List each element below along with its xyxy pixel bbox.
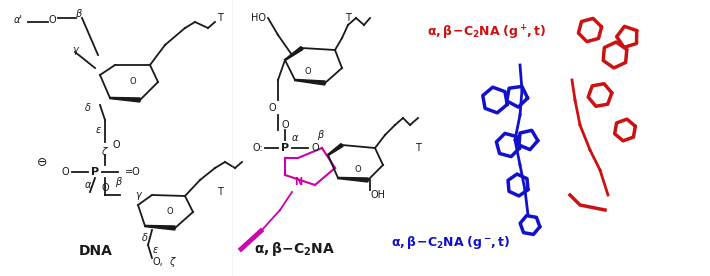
Text: T: T [217, 187, 223, 197]
Text: O: O [268, 103, 275, 113]
Text: O: O [48, 15, 56, 25]
Polygon shape [338, 177, 368, 182]
Text: O: O [167, 208, 173, 216]
Text: O: O [281, 120, 289, 130]
Text: γ: γ [135, 190, 141, 200]
Text: α: α [292, 133, 298, 143]
Text: ζ: ζ [170, 257, 175, 267]
Polygon shape [110, 97, 140, 102]
Text: O,: O, [153, 257, 163, 267]
Polygon shape [295, 79, 325, 85]
Text: ζ: ζ [102, 147, 106, 157]
Text: O:: O: [253, 143, 263, 153]
Text: $\mathbf{\alpha,\beta}$$\mathbf{-C_2NA}$: $\mathbf{\alpha,\beta}$$\mathbf{-C_2NA}$ [254, 240, 335, 258]
Text: O: O [112, 140, 120, 150]
Polygon shape [285, 47, 303, 60]
Text: O: O [355, 166, 361, 174]
Text: O: O [305, 68, 311, 76]
Text: ε: ε [153, 245, 158, 255]
Text: ⊖: ⊖ [37, 155, 48, 169]
Text: O: O [102, 183, 109, 193]
Text: =O: =O [125, 167, 141, 177]
Text: O: O [61, 167, 69, 177]
Polygon shape [328, 144, 343, 155]
Text: β: β [115, 177, 121, 187]
Text: P: P [91, 167, 99, 177]
Text: β: β [75, 9, 81, 19]
Text: δ: δ [85, 103, 91, 113]
Text: DNA: DNA [79, 244, 113, 258]
Text: O: O [311, 143, 319, 153]
Text: T: T [415, 143, 421, 153]
Text: T: T [345, 13, 351, 23]
Text: N: N [294, 177, 302, 187]
Text: HO: HO [251, 13, 266, 23]
Text: P: P [281, 143, 289, 153]
Text: $\mathbf{\alpha,\beta\!-\!C_2NA\ (g^-\!,t)}$: $\mathbf{\alpha,\beta\!-\!C_2NA\ (g^-\!,… [391, 234, 510, 251]
Text: OH: OH [371, 190, 386, 200]
Text: δ: δ [142, 233, 148, 243]
Text: O: O [130, 78, 136, 86]
Text: β: β [317, 130, 323, 140]
Text: α: α [84, 180, 91, 190]
Text: ε: ε [95, 125, 101, 135]
Text: α': α' [13, 15, 23, 25]
Text: $\mathbf{\alpha,\beta\!-\!C_2NA\ (g^+\!,t)}$: $\mathbf{\alpha,\beta\!-\!C_2NA\ (g^+\!,… [427, 24, 546, 42]
Text: γ: γ [72, 45, 78, 55]
Text: T: T [217, 13, 223, 23]
Polygon shape [145, 225, 175, 230]
